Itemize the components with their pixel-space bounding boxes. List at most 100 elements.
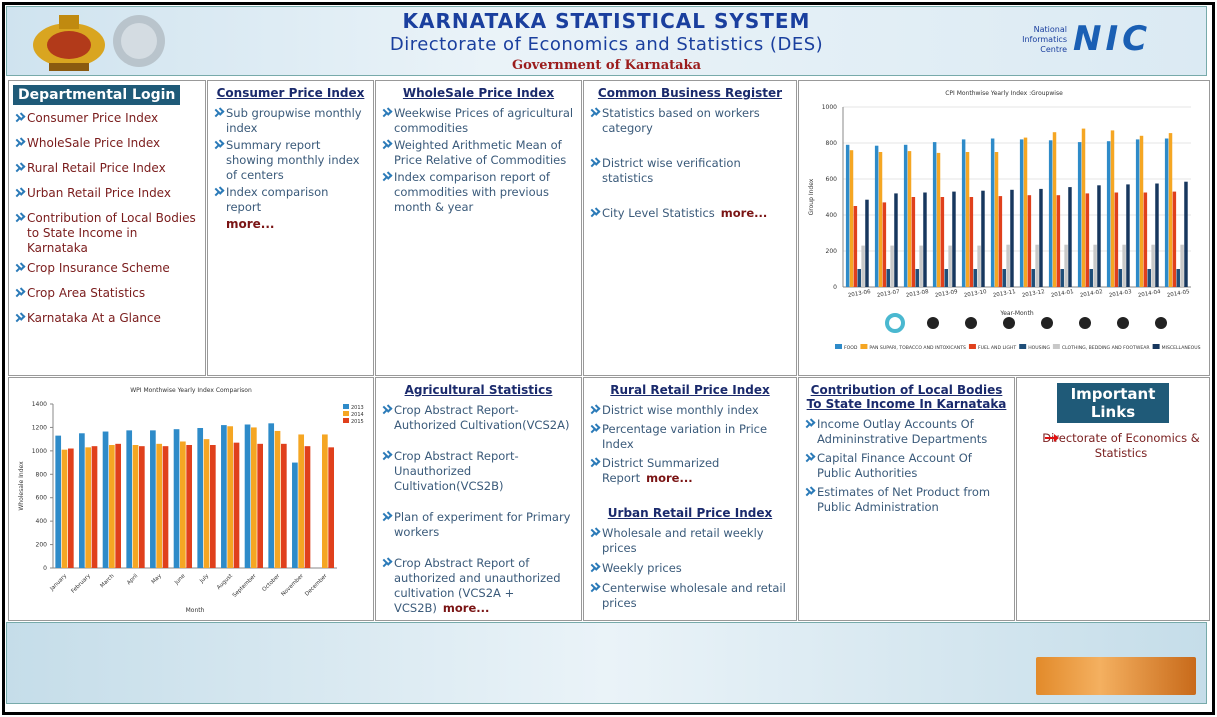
link-item[interactable]: WholeSale Price Index — [13, 136, 199, 151]
link-text[interactable]: Income Outlay Accounts Of Admininstrativ… — [817, 417, 987, 446]
link-item[interactable]: Crop Abstract Report-Authorized Cultivat… — [380, 403, 575, 433]
link-item[interactable]: Estimates of Net Product from Public Adm… — [803, 485, 1008, 515]
bar — [275, 431, 281, 568]
link-text[interactable]: Index comparison report of commodities w… — [394, 170, 550, 214]
legend-label: FOOD — [844, 345, 858, 351]
link-item[interactable]: Urban Retail Price Index — [13, 186, 199, 201]
link-item[interactable]: Summary report showing monthly index of … — [212, 138, 367, 183]
link-text[interactable]: Rural Retail Price Index — [27, 161, 166, 175]
panel-links: Income Outlay Accounts Of Admininstrativ… — [799, 417, 1014, 515]
x-axis-label: Year-Month — [999, 310, 1033, 317]
link-item[interactable]: District wise monthly index — [588, 403, 790, 418]
y-tick-label: 200 — [36, 542, 48, 549]
link-text[interactable]: Crop Abstract Report-Unauthorized Cultiv… — [394, 449, 519, 493]
bar — [1053, 132, 1056, 287]
link-text[interactable]: Plan of experiment for Primary workers — [394, 510, 570, 539]
panel-title: WholeSale Price Index — [380, 86, 577, 100]
bar — [879, 152, 882, 287]
link-item[interactable]: City Level Statistics more... — [588, 206, 790, 221]
bar — [1180, 245, 1183, 287]
bar — [150, 430, 156, 568]
bar — [966, 152, 969, 287]
link-item[interactable]: Crop Area Statistics — [13, 286, 199, 301]
bar — [1090, 269, 1093, 287]
y-tick-label: 0 — [833, 284, 837, 291]
link-item[interactable]: Weighted Arithmetic Mean of Price Relati… — [380, 138, 575, 168]
link-item[interactable]: Centerwise wholesale and retail prices — [588, 581, 790, 611]
link-text[interactable]: Weekwise Prices of agricultural commodit… — [394, 106, 573, 135]
link-item[interactable]: Contribution of Local Bodies to State In… — [13, 211, 199, 256]
link-text[interactable]: Capital Finance Account Of Public Author… — [817, 451, 972, 480]
link-item[interactable]: Percentage variation in Price Index — [588, 422, 790, 452]
link-text[interactable]: Wholesale and retail weekly prices — [602, 526, 764, 555]
link-text[interactable]: Statistics based on workers category — [602, 106, 760, 135]
bar — [875, 146, 878, 287]
link-item[interactable]: Crop Insurance Scheme — [13, 261, 199, 276]
link-text[interactable]: Percentage variation in Price Index — [602, 422, 767, 451]
link-text[interactable]: Sub groupwise monthly index — [226, 106, 362, 135]
india-portal-banner[interactable] — [1036, 657, 1196, 695]
link-text[interactable]: Centerwise wholesale and retail prices — [602, 581, 786, 610]
link-text[interactable]: Karnataka At a Glance — [27, 311, 161, 325]
link-text[interactable]: Directorate of Economics & Statistics — [1042, 431, 1200, 460]
link-text[interactable]: District wise monthly index — [602, 403, 759, 417]
link-item[interactable]: Index comparison report of commodities w… — [380, 170, 575, 215]
link-item[interactable]: Plan of experiment for Primary workers — [380, 510, 575, 540]
link-text[interactable]: District wise verification statistics — [602, 156, 741, 185]
bar — [322, 434, 328, 568]
link-text[interactable]: Crop Insurance Scheme — [27, 261, 170, 275]
link-text[interactable]: Weighted Arithmetic Mean of Price Relati… — [394, 138, 566, 167]
bullet — [588, 406, 596, 414]
link-item[interactable]: Rural Retail Price Index — [13, 161, 199, 176]
link-item[interactable]: Weekwise Prices of agricultural commodit… — [380, 106, 575, 136]
bar — [85, 447, 91, 568]
link-item[interactable]: Crop Abstract Report of authorized and u… — [380, 556, 575, 616]
legend-swatch — [835, 344, 842, 349]
x-tick-label: 2013-12 — [1021, 289, 1045, 299]
link-text[interactable]: Estimates of Net Product from Public Adm… — [817, 485, 990, 514]
link-text[interactable]: Weekly prices — [602, 561, 682, 575]
link-text[interactable]: City Level Statistics — [602, 206, 715, 220]
link-item[interactable]: Capital Finance Account Of Public Author… — [803, 451, 1008, 481]
link-text[interactable]: Contribution of Local Bodies to State In… — [27, 211, 196, 255]
link-item[interactable]: Consumer Price Index — [13, 111, 199, 126]
link-item[interactable]: Crop Abstract Report-Unauthorized Cultiv… — [380, 449, 575, 494]
bullet — [212, 188, 220, 196]
panel-links: District wise monthly index Percentage va… — [584, 403, 796, 486]
link-item[interactable]: Statistics based on workers category — [588, 106, 790, 136]
more-link[interactable]: more... — [588, 616, 790, 621]
link-item[interactable]: Wholesale and retail weekly prices — [588, 526, 790, 556]
link-item[interactable]: Karnataka At a Glance — [13, 311, 199, 326]
link-text[interactable]: Consumer Price Index — [27, 111, 158, 125]
rural-panel: Rural Retail Price IndexDistrict wise mo… — [584, 383, 796, 486]
link-text[interactable]: Crop Area Statistics — [27, 286, 145, 300]
bar — [186, 445, 192, 568]
more-link[interactable]: more... — [721, 206, 767, 220]
retail-panel: Rural Retail Price IndexDistrict wise mo… — [583, 377, 797, 621]
link-text[interactable]: Urban Retail Price Index — [27, 186, 171, 200]
link-text[interactable]: Summary report showing monthly index of … — [226, 138, 360, 182]
more-link[interactable]: more... — [443, 601, 489, 615]
link-item[interactable]: Sub groupwise monthly index — [212, 106, 367, 136]
link-item[interactable]: Weekly prices — [588, 561, 790, 576]
login-links: Consumer Price Index WholeSale Price Inde… — [9, 111, 205, 326]
x-tick-label: January — [49, 573, 69, 593]
x-tick-label: October — [261, 573, 281, 593]
bar — [1165, 139, 1168, 288]
more-link[interactable]: more... — [646, 471, 692, 485]
agri-panel: Agricultural StatisticsCrop Abstract Rep… — [375, 377, 582, 621]
legend-label: PAN SUPARI, TOBACCO AND INTOXICANTS — [869, 345, 966, 351]
link-text[interactable]: Index comparison report — [226, 185, 328, 214]
link-item[interactable]: District wise verification statistics — [588, 156, 790, 186]
link-item[interactable]: Index comparison report — [212, 185, 367, 215]
link-item[interactable]: Directorate of Economics & Statistics — [1021, 431, 1203, 461]
carousel-dot — [965, 317, 977, 329]
link-item[interactable]: Income Outlay Accounts Of Admininstrativ… — [803, 417, 1008, 447]
link-text[interactable]: Crop Abstract Report-Authorized Cultivat… — [394, 403, 569, 432]
link-text[interactable]: WholeSale Price Index — [27, 136, 160, 150]
arrow — [1045, 437, 1055, 439]
more-link[interactable]: more... — [212, 217, 367, 232]
bar — [305, 446, 311, 568]
